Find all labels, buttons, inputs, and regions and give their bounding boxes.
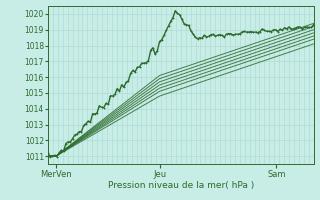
X-axis label: Pression niveau de la mer( hPa ): Pression niveau de la mer( hPa )	[108, 181, 254, 190]
